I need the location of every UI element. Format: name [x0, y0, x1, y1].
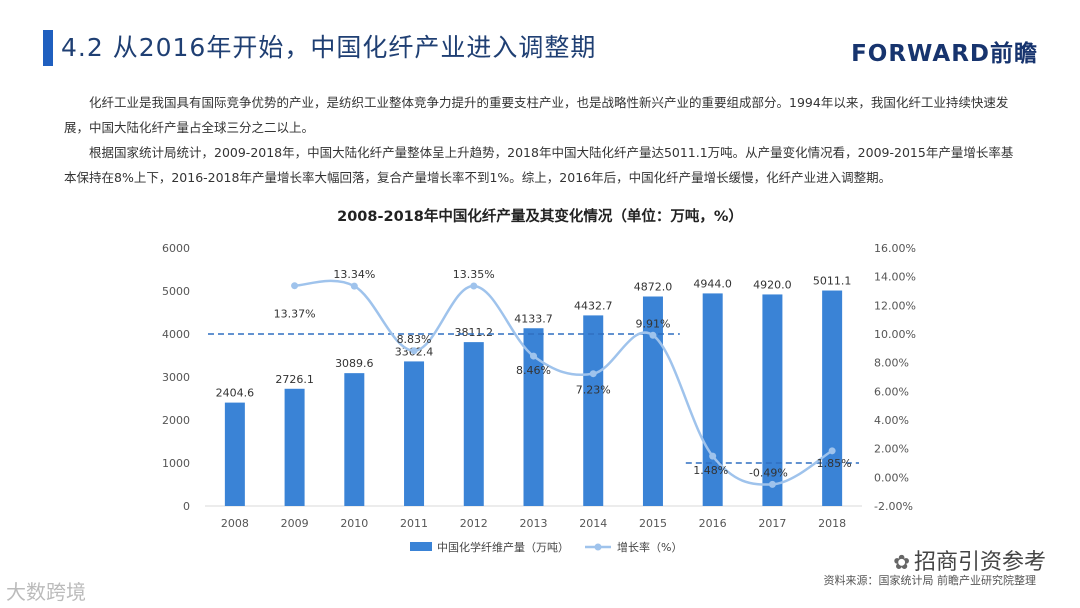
x-tick-label: 2017 [758, 517, 786, 530]
right-tick-label: 16.00% [874, 242, 916, 255]
x-tick-label: 2008 [221, 517, 249, 530]
bar [642, 296, 663, 506]
wechat-watermark-text: 招商引资参考 [913, 550, 1046, 575]
bar [404, 361, 425, 506]
bar-value-label: 4920.0 [753, 278, 792, 291]
chart-title: 2008-2018年中国化纤产量及其变化情况（单位：万吨，%） [337, 207, 743, 225]
right-tick-label: -2.00% [874, 500, 913, 513]
growth-rate-point [649, 331, 657, 339]
left-tick-label: 1000 [162, 457, 190, 470]
bar-value-label: 4432.7 [574, 299, 613, 312]
growth-rate-point [768, 480, 776, 488]
bar-value-label: 4133.7 [514, 312, 553, 325]
left-tick-label: 2000 [162, 414, 190, 427]
body-text: 化纤工业是我国具有国际竞争优势的产业，是纺织工业整体竞争力提升的重要支柱产业，也… [64, 90, 1024, 190]
bar-value-label: 3089.6 [335, 357, 374, 370]
growth-rate-label: 8.83% [397, 333, 432, 346]
left-tick-label: 5000 [162, 285, 190, 298]
growth-rate-label: -0.49% [749, 466, 788, 479]
bar [224, 402, 245, 506]
bigdata-watermark: 大数跨境 [6, 580, 86, 604]
growth-rate-point [410, 347, 418, 355]
growth-rate-point [589, 370, 597, 378]
bar [463, 342, 484, 506]
x-tick-label: 2013 [520, 517, 548, 530]
growth-rate-point [709, 452, 717, 460]
legend-bar-swatch [410, 542, 432, 551]
bar-value-label: 4944.0 [693, 277, 732, 290]
x-tick-label: 2011 [400, 517, 428, 530]
x-tick-label: 2010 [340, 517, 368, 530]
page-title: 4.2 从2016年开始，中国化纤产业进入调整期 [61, 33, 597, 62]
wechat-watermark: ✿ 招商引资参考 [893, 544, 1046, 576]
bar-value-label: 2726.1 [275, 373, 314, 386]
growth-rate-line [294, 279, 833, 486]
bar [523, 328, 544, 506]
growth-rate-point [828, 447, 836, 455]
source-note: 资料来源：国家统计局 前瞻产业研究院整理 [823, 574, 1037, 587]
right-tick-label: 12.00% [874, 299, 916, 312]
reference-line-layer [207, 333, 860, 464]
right-tick-label: 8.00% [874, 357, 909, 370]
growth-rate-label: 13.35% [453, 268, 495, 281]
left-axis: 0 1000 2000 3000 4000 5000 6000 [162, 242, 190, 513]
x-tick-label: 2014 [579, 517, 607, 530]
legend-line-label: 增长率（%） [617, 540, 682, 554]
x-axis: 2008 2009 2010 2011 2012 2013 2014 2015 2016 2017… [221, 517, 846, 530]
growth-rate-point [291, 282, 299, 290]
wechat-icon: ✿ [893, 550, 910, 574]
right-tick-label: 4.00% [874, 414, 909, 427]
left-tick-label: 4000 [162, 328, 190, 341]
x-tick-label: 2015 [639, 517, 667, 530]
growth-rate-label: 13.34% [333, 268, 375, 281]
right-tick-label: 14.00% [874, 271, 916, 284]
left-tick-label: 6000 [162, 242, 190, 255]
growth-rate-label: 1.48% [693, 464, 728, 477]
growth-rate-label: 7.23% [576, 384, 611, 397]
right-axis: -2.00% 0.00% 2.00% 4.00% 6.00% 8.00% 10.00% 12.… [874, 242, 916, 513]
right-tick-label: 6.00% [874, 385, 909, 398]
left-tick-label: 3000 [162, 371, 190, 384]
chart-legend: 中国化学纤维产量（万吨） 增长率（%） [410, 540, 682, 554]
bar [583, 315, 604, 506]
growth-rate-series: 13.37% 13.34% 8.83% 13.35% 8.46% 7.23% 9.91% 1.… [274, 268, 852, 488]
growth-rate-label: 9.91% [635, 317, 670, 330]
bar [762, 294, 783, 506]
bar-series [224, 290, 843, 506]
x-tick-label: 2016 [699, 517, 727, 530]
paragraph-1: 化纤工业是我国具有国际竞争优势的产业，是纺织工业整体竞争力提升的重要支柱产业，也… [64, 95, 1009, 135]
bar-value-label: 2404.6 [216, 387, 255, 400]
growth-rate-point [350, 282, 358, 290]
growth-rate-label: 13.37% [274, 308, 316, 321]
left-tick-label: 0 [183, 500, 190, 513]
bar [284, 388, 305, 506]
growth-rate-point [530, 352, 537, 360]
bar-value-label: 5011.1 [813, 275, 852, 288]
x-tick-label: 2018 [818, 517, 846, 530]
legend-bar-label: 中国化学纤维产量（万吨） [437, 540, 569, 554]
paragraph-2: 根据国家统计局统计，2009-2018年，中国大陆化纤产量整体呈上升趋势，201… [64, 145, 1014, 185]
growth-rate-label: 8.46% [516, 364, 551, 377]
growth-rate-label: 1.85% [817, 457, 852, 470]
x-tick-label: 2009 [281, 517, 309, 530]
right-tick-label: 2.00% [874, 443, 909, 456]
title-accent-bar [43, 30, 53, 66]
bar-value-label: 3811.2 [455, 326, 494, 339]
right-tick-label: 0.00% [874, 471, 909, 484]
bar [702, 293, 723, 506]
bar [344, 373, 365, 506]
right-tick-label: 10.00% [874, 328, 916, 341]
x-tick-label: 2012 [460, 517, 488, 530]
brand-logo: FORWARD前瞻 [851, 41, 1038, 67]
growth-rate-point [470, 282, 478, 290]
bar-value-label: 4872.0 [634, 281, 673, 294]
legend-line-marker [594, 543, 602, 551]
bar [822, 290, 843, 506]
